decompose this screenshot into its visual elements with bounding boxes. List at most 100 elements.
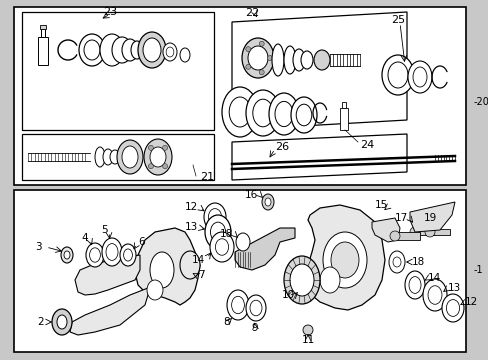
- Ellipse shape: [427, 286, 441, 304]
- Ellipse shape: [249, 300, 262, 316]
- Ellipse shape: [242, 38, 273, 78]
- Polygon shape: [231, 12, 406, 130]
- Ellipse shape: [95, 147, 105, 167]
- Polygon shape: [305, 205, 384, 310]
- Ellipse shape: [180, 251, 200, 279]
- Ellipse shape: [147, 280, 163, 300]
- Ellipse shape: [143, 139, 172, 175]
- Ellipse shape: [319, 267, 339, 293]
- Text: 4: 4: [81, 233, 88, 243]
- Ellipse shape: [122, 39, 138, 61]
- Ellipse shape: [245, 64, 250, 69]
- Text: 14: 14: [427, 273, 440, 283]
- Ellipse shape: [229, 97, 250, 127]
- Ellipse shape: [148, 145, 153, 150]
- Ellipse shape: [408, 276, 420, 293]
- Ellipse shape: [203, 203, 225, 231]
- Ellipse shape: [245, 47, 250, 52]
- Text: 22: 22: [244, 8, 259, 18]
- Text: 18: 18: [219, 229, 232, 239]
- Ellipse shape: [150, 147, 165, 167]
- Ellipse shape: [100, 34, 124, 66]
- Ellipse shape: [204, 215, 230, 249]
- Bar: [394, 232, 419, 240]
- Ellipse shape: [208, 208, 221, 225]
- Ellipse shape: [262, 194, 273, 210]
- Ellipse shape: [245, 90, 280, 136]
- Text: 10: 10: [281, 290, 294, 300]
- Ellipse shape: [271, 44, 284, 76]
- Text: 11: 11: [301, 335, 314, 345]
- Ellipse shape: [103, 149, 113, 165]
- Ellipse shape: [424, 227, 434, 237]
- Polygon shape: [70, 288, 148, 335]
- Text: 21: 21: [200, 172, 214, 182]
- Ellipse shape: [102, 238, 122, 266]
- Bar: [341, 102, 346, 108]
- Ellipse shape: [162, 145, 167, 150]
- Ellipse shape: [180, 48, 190, 62]
- Ellipse shape: [215, 239, 228, 255]
- Bar: [22, 12, 214, 130]
- Ellipse shape: [264, 198, 270, 206]
- Text: 19: 19: [423, 213, 436, 223]
- Ellipse shape: [268, 93, 298, 135]
- Ellipse shape: [64, 251, 70, 259]
- Text: 26: 26: [274, 142, 288, 152]
- Ellipse shape: [166, 47, 174, 57]
- Ellipse shape: [123, 249, 132, 261]
- Ellipse shape: [226, 290, 248, 320]
- Ellipse shape: [236, 233, 249, 251]
- Ellipse shape: [301, 51, 312, 69]
- Bar: [41, 29, 45, 37]
- Text: 18: 18: [411, 257, 425, 267]
- Text: -1: -1: [473, 265, 483, 275]
- Text: 7: 7: [198, 270, 204, 280]
- Ellipse shape: [381, 55, 413, 95]
- Ellipse shape: [110, 150, 120, 164]
- Text: -20: -20: [473, 97, 488, 107]
- Ellipse shape: [274, 102, 292, 127]
- Ellipse shape: [313, 50, 329, 70]
- Ellipse shape: [222, 87, 258, 137]
- Ellipse shape: [89, 248, 100, 262]
- Ellipse shape: [231, 296, 244, 314]
- Text: 15: 15: [374, 200, 387, 210]
- Ellipse shape: [148, 164, 153, 169]
- Ellipse shape: [389, 231, 399, 241]
- Ellipse shape: [404, 271, 424, 299]
- Ellipse shape: [57, 315, 67, 329]
- Bar: [14, 190, 465, 352]
- Ellipse shape: [409, 227, 419, 237]
- Ellipse shape: [441, 294, 463, 322]
- Bar: [38, 37, 48, 65]
- Text: 9: 9: [251, 323, 258, 333]
- Ellipse shape: [245, 295, 265, 321]
- Polygon shape: [235, 228, 294, 270]
- Ellipse shape: [259, 70, 264, 75]
- Text: 13: 13: [184, 222, 198, 232]
- Polygon shape: [135, 228, 200, 305]
- Ellipse shape: [163, 43, 177, 61]
- Ellipse shape: [120, 244, 136, 266]
- Text: 6: 6: [138, 237, 144, 247]
- Ellipse shape: [330, 242, 358, 278]
- Ellipse shape: [289, 264, 313, 296]
- Ellipse shape: [86, 243, 104, 267]
- Ellipse shape: [446, 300, 459, 316]
- Text: 24: 24: [359, 140, 373, 150]
- Ellipse shape: [388, 251, 404, 273]
- Polygon shape: [409, 202, 454, 232]
- Polygon shape: [371, 218, 399, 242]
- Text: 12: 12: [464, 297, 477, 307]
- Ellipse shape: [259, 41, 264, 46]
- Ellipse shape: [84, 40, 100, 60]
- Ellipse shape: [292, 49, 305, 71]
- Ellipse shape: [52, 309, 72, 335]
- Text: 23: 23: [103, 7, 117, 17]
- Text: 3: 3: [35, 242, 42, 252]
- Ellipse shape: [267, 55, 272, 60]
- Text: 25: 25: [390, 15, 404, 25]
- Ellipse shape: [387, 62, 407, 88]
- Polygon shape: [75, 255, 140, 295]
